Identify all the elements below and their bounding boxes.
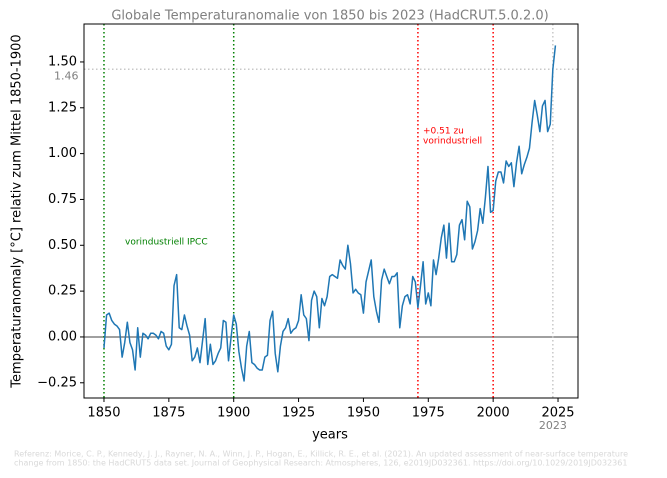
reference-text: Referenz: Morice, C. P., Kennedy, J. J.,… <box>14 450 628 459</box>
x-tick-label: 1925 <box>282 406 315 421</box>
y-tick-label: 0.75 <box>48 192 77 207</box>
reference-text: change from 1850: the HadCRUT5 data set.… <box>14 459 627 468</box>
annotation: vorindustriell <box>423 137 482 147</box>
data-line <box>103 45 557 382</box>
y-tick-label: 1.00 <box>48 146 77 161</box>
latest-value-label: 1.46 <box>54 69 79 82</box>
chart-title: Globale Temperaturanomalie von 1850 bis … <box>111 9 548 24</box>
x-tick-label: 1975 <box>412 406 445 421</box>
x-tick-label: 1850 <box>87 406 120 421</box>
plot-frame <box>83 23 579 399</box>
annotation: +0.51 zu <box>423 127 464 137</box>
y-tick-label: −0.25 <box>37 375 77 390</box>
x-axis-label: years <box>312 428 348 443</box>
y-tick-label: 0.25 <box>48 284 77 299</box>
y-tick-label: 1.50 <box>48 54 77 69</box>
latest-year-label: 2023 <box>539 419 567 432</box>
y-axis-label: Temperaturanomaly [°C] relativ zum Mitte… <box>10 34 25 388</box>
x-tick-label: 1875 <box>152 406 185 421</box>
y-tick-label: 1.25 <box>48 100 77 115</box>
x-tick-label: 1900 <box>217 406 250 421</box>
x-tick-label: 2000 <box>477 406 510 421</box>
x-tick-label: 2025 <box>541 406 574 421</box>
x-tick-label: 1950 <box>347 406 380 421</box>
y-tick-label: 0.50 <box>48 238 77 253</box>
y-tick-label: 0.00 <box>48 329 77 344</box>
annotation: vorindustriell IPCC <box>125 238 208 248</box>
